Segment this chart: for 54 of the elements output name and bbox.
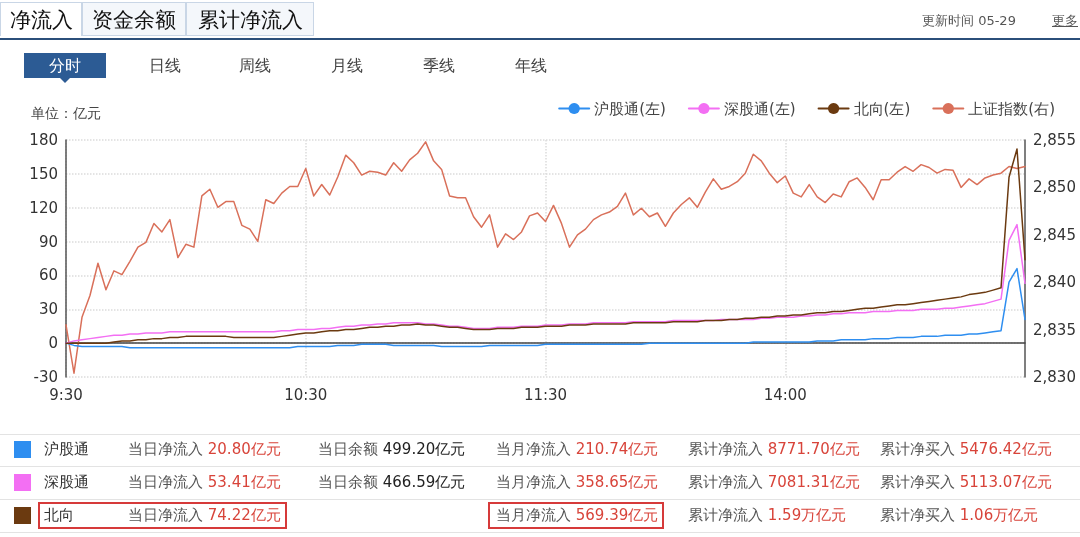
text: 累计净买入 1.06万亿元 — [880, 506, 1039, 524]
legend-label: 北向(左) — [853, 99, 911, 118]
y-tick-label: 180 — [29, 131, 58, 149]
text: 当月净流入 358.65亿元 — [496, 473, 659, 491]
text: 当月净流入 569.39亿元 — [496, 506, 659, 524]
y2-tick-label: 2,840 — [1033, 273, 1076, 292]
line-series — [65, 141, 1026, 374]
y-tick-label: 90 — [38, 232, 58, 251]
y2-tick-label: 2,830 — [1033, 368, 1076, 386]
text: 年线 — [514, 55, 548, 77]
y2-tick-label: 2,845 — [1033, 225, 1076, 244]
y2-tick-label: 2,835 — [1033, 320, 1076, 339]
text: 当日净流入 20.80亿元 — [128, 440, 281, 458]
text: 更多 — [1052, 12, 1078, 30]
text: 当日净流入 53.41亿元 — [128, 473, 281, 491]
x-tick-label: 10:30 — [284, 385, 328, 404]
text: 净流入 — [0, 2, 82, 36]
text: 当月净流入 210.74亿元 — [496, 440, 659, 458]
text: 季线 — [422, 55, 456, 77]
y2-tick-label: 2,850 — [1033, 178, 1076, 197]
text: 分时 — [24, 53, 106, 78]
text: 更新时间 05-29 — [922, 12, 1016, 30]
x-tick-label: 11:30 — [523, 385, 568, 404]
text: 累计净流入 7081.31亿元 — [688, 473, 860, 491]
text: 月线 — [330, 55, 364, 77]
text: 北向 — [44, 506, 74, 525]
text: 累计净流入 8771.70亿元 — [688, 440, 860, 458]
text: 当日余额 499.20亿元 — [318, 440, 466, 458]
legend-label: 上证指数(右) — [968, 99, 1056, 118]
text: 沪股通 — [44, 440, 89, 459]
text: 周线 — [238, 55, 272, 77]
x-tick-label: 14:00 — [763, 385, 807, 404]
text: 当日净流入 74.22亿元 — [128, 506, 281, 524]
y-axis-title: 单位：亿元 — [31, 105, 101, 121]
text: 累计净流入 — [186, 2, 314, 36]
y-tick-label: 30 — [38, 300, 58, 319]
line-series — [65, 148, 1026, 344]
text: 累计净流入 1.59万亿元 — [688, 506, 847, 524]
y-tick-label: 60 — [38, 266, 58, 285]
y-tick-label: 120 — [29, 198, 58, 217]
y-tick-label: 150 — [29, 164, 58, 183]
text: 日线 — [148, 55, 182, 77]
text: 当日余额 466.59亿元 — [318, 473, 466, 491]
line-series — [65, 267, 1026, 349]
y-tick-label: 0 — [48, 334, 58, 353]
text: 资金余额 — [82, 2, 186, 36]
text: 累计净买入 5113.07亿元 — [880, 473, 1052, 491]
x-tick-label: 9:30 — [49, 385, 83, 404]
text: 深股通 — [44, 473, 89, 492]
text: 累计净买入 5476.42亿元 — [880, 440, 1052, 458]
legend-label: 深股通(左) — [723, 99, 796, 118]
legend-label: 沪股通(左) — [594, 99, 666, 118]
y2-tick-label: 2,855 — [1033, 131, 1076, 149]
y-tick-label: -30 — [33, 368, 58, 386]
